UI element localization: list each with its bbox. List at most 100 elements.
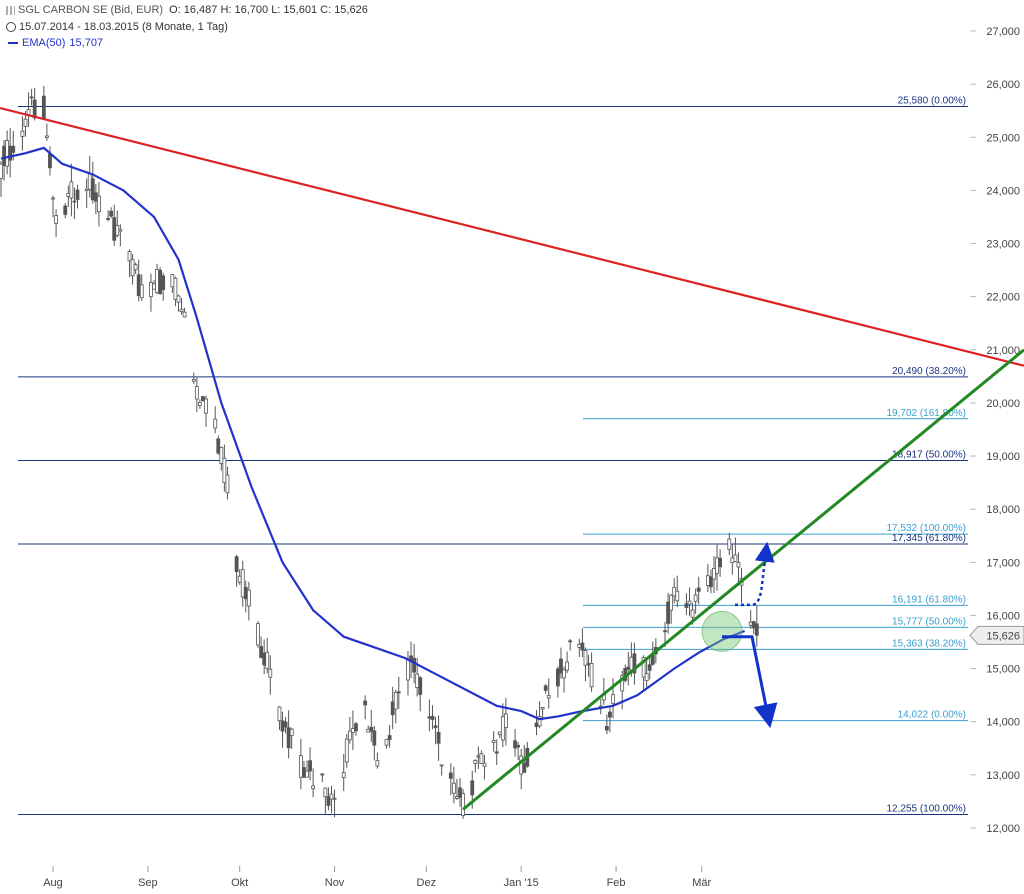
candle-body — [705, 575, 710, 586]
candle-body — [390, 701, 395, 716]
candle-body — [219, 447, 224, 464]
candle-body — [430, 715, 435, 720]
candle-body — [672, 586, 677, 597]
candle-body — [427, 716, 432, 719]
instrument-name: SGL CARBON SE (Bid, EUR) — [18, 4, 164, 16]
candle-body — [54, 215, 58, 224]
candle-body — [161, 275, 166, 291]
candle-body — [693, 594, 698, 602]
date-range: 15.07.2014 - 18.03.2015 (8 Monate, 1 Tag… — [19, 21, 228, 33]
candle-body — [604, 725, 609, 731]
y-tick-label: 16,000 — [986, 610, 1020, 622]
candle-body — [109, 210, 114, 217]
candle-body — [311, 785, 316, 790]
candle-body — [90, 178, 95, 201]
y-tick-label: 22,000 — [986, 292, 1020, 304]
candle-body — [48, 153, 52, 169]
candle-body — [329, 793, 334, 800]
x-tick-label: Nov — [325, 877, 345, 889]
candle-body — [608, 711, 612, 718]
y-tick-label: 23,000 — [986, 239, 1020, 251]
candle-body — [41, 95, 46, 120]
ema-value: 15,707 — [69, 37, 104, 49]
candle-body — [350, 728, 355, 733]
fib-level-label: 25,580 (0.00%) — [898, 95, 966, 106]
candle-body — [519, 755, 524, 775]
candle-body — [112, 217, 117, 241]
fib-level-label: 18,917 (50.00%) — [892, 449, 966, 460]
y-tick-label: 13,000 — [986, 770, 1020, 782]
candle-body — [66, 192, 71, 197]
clock-icon — [6, 22, 16, 33]
candle-body — [23, 118, 28, 127]
candle-body — [516, 744, 521, 748]
candle-body — [286, 727, 291, 749]
candle-body — [213, 418, 218, 429]
candle-body — [473, 760, 478, 764]
candle-body — [620, 675, 625, 692]
candle-body — [262, 652, 267, 666]
fib-level-label: 15,777 (50.00%) — [892, 616, 966, 627]
candle-body — [461, 793, 465, 816]
candle-body — [669, 594, 674, 611]
candle-body — [201, 396, 205, 402]
candle-body — [641, 657, 646, 678]
y-tick-label: 19,000 — [986, 451, 1020, 463]
last-price-badge — [969, 625, 1024, 645]
candle-body — [152, 283, 156, 290]
candle-body — [93, 192, 98, 202]
last-price-box — [969, 625, 1024, 645]
candle-body — [259, 646, 264, 658]
candle-body — [494, 751, 499, 754]
candle-body — [684, 603, 689, 608]
y-tick-label: 18,000 — [986, 504, 1020, 516]
candle-body — [709, 576, 713, 588]
candle-body — [497, 731, 502, 735]
breakout-up-arrow — [735, 541, 775, 607]
candle-body — [375, 760, 380, 767]
x-tick-label: Feb — [607, 877, 626, 889]
candle-body — [748, 621, 753, 626]
candle-body — [29, 96, 34, 99]
candle-body — [586, 663, 591, 666]
candle-body — [194, 386, 199, 400]
candle-body — [611, 694, 615, 704]
candle-body — [696, 587, 701, 592]
fib-levels — [18, 105, 968, 815]
fib-level-label: 19,702 (161.80%) — [886, 408, 966, 419]
candle-body — [240, 569, 245, 598]
candle-body — [513, 740, 517, 749]
candle-body — [534, 722, 539, 728]
candle-body — [675, 590, 680, 602]
candle-body — [503, 713, 508, 728]
candle-body — [687, 600, 692, 605]
candle-body — [644, 673, 649, 681]
candle-body — [69, 181, 74, 199]
candle-body — [5, 140, 10, 167]
y-tick-label: 24,000 — [986, 185, 1020, 197]
candle-body — [2, 145, 6, 166]
uptrend-line — [462, 348, 1024, 811]
candle-body — [197, 402, 202, 406]
candle-body — [406, 658, 410, 681]
fib-level-label: 20,490 (38.20%) — [892, 366, 966, 377]
candle-body — [690, 609, 695, 618]
candle-body — [173, 277, 178, 300]
candle-body — [491, 740, 496, 743]
candle-body — [302, 767, 306, 778]
candle-body — [540, 707, 545, 710]
candle-body — [63, 205, 68, 215]
candle-body — [736, 562, 741, 568]
x-tick-label: Jan '15 — [504, 877, 539, 889]
candle-body — [204, 398, 208, 414]
y-tick-label: 15,000 — [986, 664, 1020, 676]
candle-body — [51, 197, 55, 200]
candle-body — [308, 760, 312, 772]
fib-level-label: 14,022 (0.00%) — [898, 710, 966, 721]
candle-body — [72, 200, 77, 203]
y-tick-label: 25,000 — [986, 132, 1020, 144]
candle-body — [11, 145, 16, 153]
candle-body — [629, 656, 634, 671]
ema-swatch-icon — [8, 42, 18, 45]
candle-body — [256, 623, 260, 646]
